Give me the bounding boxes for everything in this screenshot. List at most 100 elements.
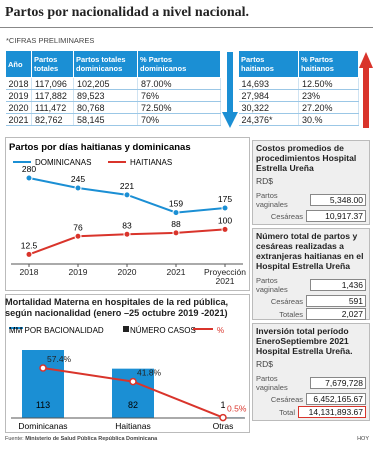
row-value: 2,027 — [306, 308, 366, 320]
box-row: Cesáreas 6,452,165.67 — [256, 393, 366, 405]
table-row: 2021 82,762 58,145 70% — [5, 113, 221, 126]
row-label: Partos vaginales — [256, 191, 288, 209]
percent-point — [129, 377, 137, 386]
box-title: Inversión total período EneroSeptiembre … — [256, 326, 353, 356]
row-label: Cesáreas — [270, 211, 303, 221]
note: *CIFRAS PRELIMINARES — [6, 36, 95, 45]
legend-swatch — [123, 326, 129, 332]
info-box: Inversión total período EneroSeptiembre … — [252, 323, 370, 421]
point — [123, 191, 131, 199]
rule — [0, 27, 373, 28]
column-header: Partos totales dominicanos — [73, 50, 138, 78]
percent-point — [219, 413, 227, 422]
source-label: Fuente: — [5, 436, 24, 442]
point — [74, 232, 82, 240]
table-cell: 12.50% — [298, 77, 359, 90]
table-cell: 89,523 — [73, 89, 138, 102]
bar-panel — [5, 294, 250, 433]
line-chart: Partos por días haitianas y dominicanas D… — [9, 142, 243, 267]
box-row: Partos vaginales 5,348.00 — [256, 191, 366, 209]
legend-label: % — [217, 326, 224, 335]
x-tick-label: 2020 — [117, 267, 137, 277]
row-value: 14,131,893.67 — [298, 406, 366, 418]
point — [25, 250, 33, 258]
row-label: Totales — [279, 309, 303, 319]
percent-label: 41.8% — [137, 368, 162, 378]
table-cell: 27.20% — [298, 101, 359, 114]
table-cell: 72.50% — [137, 101, 221, 114]
row-label: Partos vaginales — [256, 276, 288, 294]
line-panel — [5, 137, 250, 291]
page-title: Partos por nacionalidad a nivel nacional… — [5, 5, 249, 20]
value-label: 175 — [218, 194, 232, 204]
bar — [22, 350, 64, 418]
value-label: 159 — [169, 199, 183, 209]
value-label: 221 — [120, 181, 134, 191]
value-label: 100 — [218, 215, 232, 225]
currency: RD$ — [256, 359, 274, 369]
row-value: 6,452,165.67 — [306, 393, 366, 405]
value-label: 76 — [73, 222, 83, 232]
column-header: % Partos haitianos — [298, 50, 359, 78]
down-arrow — [222, 52, 238, 128]
table-cell: 2019 — [5, 89, 32, 102]
row-label: Cesáreas — [270, 394, 303, 404]
table-cell: 23% — [298, 89, 359, 102]
x-tick-label: Haitianas — [115, 421, 150, 431]
box-title: Número total de partos y cesáreas realiz… — [256, 231, 364, 271]
column-header: Partos haitianos — [238, 50, 299, 78]
legend-title: MM POR BACIONALIDAD — [9, 326, 104, 335]
table: Partos haitianos% Partos haitianos 14,693… — [238, 50, 359, 126]
box-row: Cesáreas 10,917.37 — [256, 210, 366, 222]
row-value: 1,436 — [310, 279, 366, 291]
value-label: 88 — [171, 219, 181, 229]
table-cell: 80,768 — [73, 101, 138, 114]
point — [172, 229, 180, 237]
x-tick-label: Proyección 2021 — [203, 267, 247, 286]
box-row: Totales 2,027 — [256, 308, 366, 320]
value-label: 245 — [71, 174, 85, 184]
x-tick-label: 2018 — [19, 267, 39, 277]
table-cell: 87.00% — [137, 77, 221, 90]
value-label: 280 — [22, 164, 36, 174]
table-cell: 30.% — [298, 113, 359, 126]
point — [221, 204, 229, 212]
table-cell: 111,472 — [31, 101, 74, 114]
table-cell: 2018 — [5, 77, 32, 90]
chart-title: Partos por días haitianas y dominicanas — [9, 142, 191, 153]
box-row: Total 14,131,893.67 — [256, 406, 366, 418]
box-row: Partos vaginales 1,436 — [256, 276, 366, 294]
table-row: 27,984 23% — [238, 89, 359, 102]
header-row: Año Partos totales Partos totales dominica… — [5, 50, 221, 78]
table-cell: 117,096 — [31, 77, 74, 90]
box-title: Costos promedios de procedimientos Hospi… — [256, 143, 357, 173]
bar — [112, 368, 154, 418]
table-row: 2020 111,472 80,768 72.50% — [5, 101, 221, 114]
point — [123, 230, 131, 238]
point — [172, 209, 180, 217]
info-box: Número total de partos y cesáreas realiz… — [252, 228, 370, 320]
up-arrow — [359, 52, 373, 128]
table-cell: 76% — [137, 89, 221, 102]
bar-chart-title: Mortalidad Materna en hospitales de la r… — [5, 297, 229, 318]
x-tick-label: 2019 — [68, 267, 88, 277]
row-label: Cesáreas — [270, 296, 303, 306]
table-cell: 24,376* — [238, 113, 299, 126]
table-cell: 58,145 — [73, 113, 138, 126]
brand: HOY — [357, 436, 369, 442]
table-cell: 2021 — [5, 113, 32, 126]
source-text: Ministerio de Salud Pública República Do… — [25, 436, 158, 442]
percent-point — [39, 364, 47, 372]
row-label: Total — [279, 407, 295, 417]
table-row: 30,322 27.20% — [238, 101, 359, 114]
table-cell: 82,762 — [31, 113, 74, 126]
point — [221, 225, 229, 233]
value-label: 12.5 — [21, 240, 38, 250]
x-tick-label: 2021 — [166, 267, 186, 277]
table-cell: 70% — [137, 113, 221, 126]
row-label: Partos vaginales — [256, 374, 288, 392]
point — [74, 184, 82, 192]
point — [25, 174, 33, 182]
currency: RD$ — [256, 176, 274, 186]
